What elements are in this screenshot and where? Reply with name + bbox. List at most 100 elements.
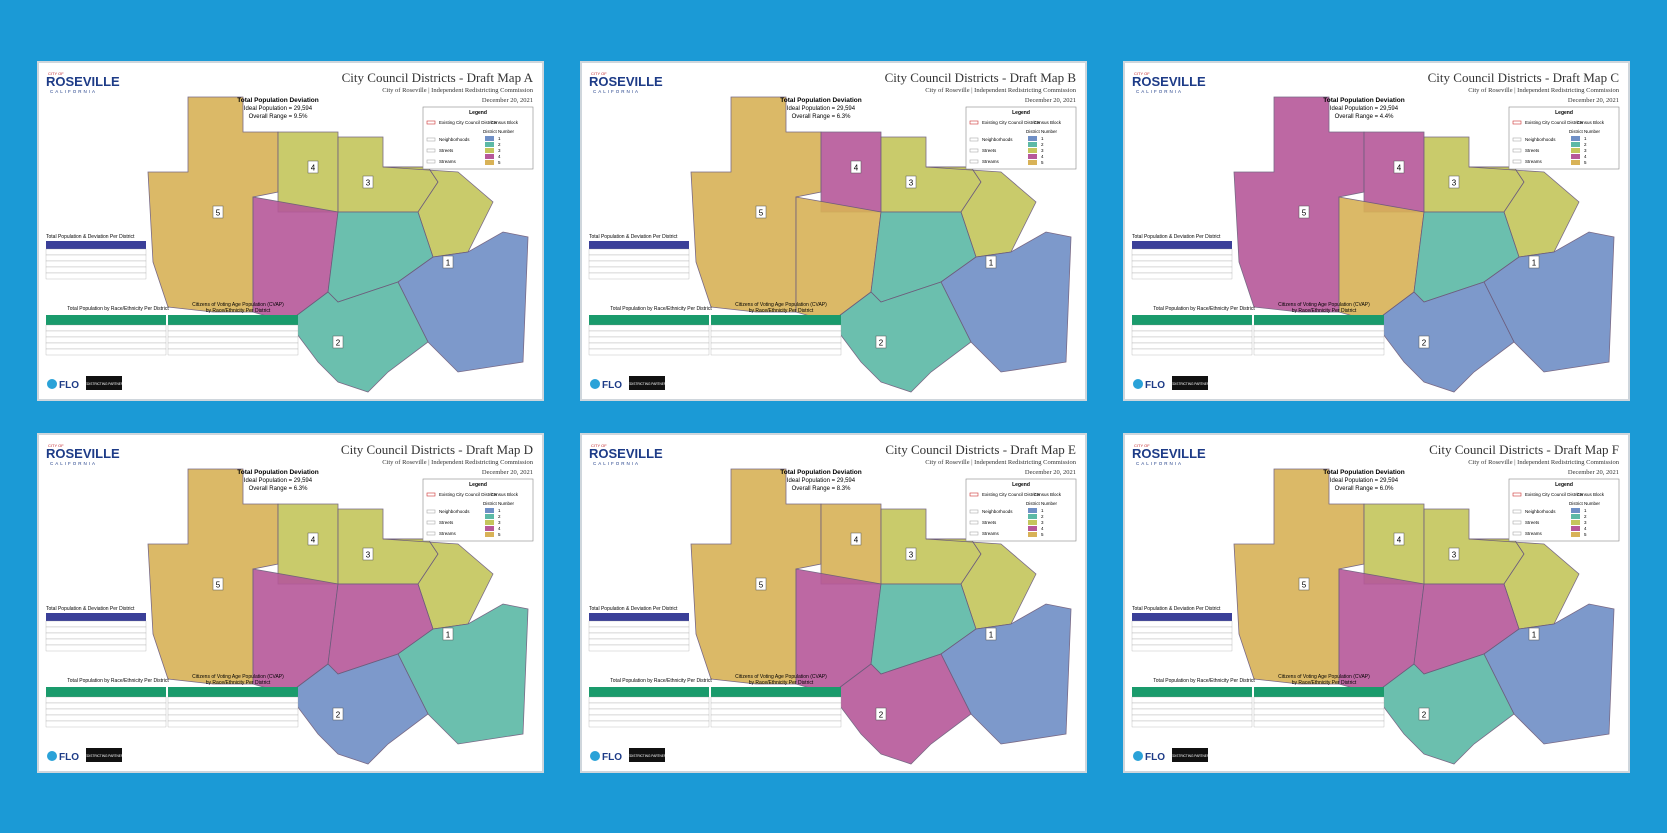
legend-swatch [1028, 160, 1037, 165]
legend-item: Existing City Council Districts [1525, 492, 1584, 497]
table-row [710, 708, 842, 716]
legend-swatch [485, 160, 494, 165]
logo: ROSEVILLE [589, 74, 663, 89]
table-header [1132, 315, 1252, 325]
table-row [45, 638, 147, 646]
district-number-box [1298, 577, 1310, 591]
partners-logo: REDISTRICTING PARTNERS [1169, 382, 1212, 386]
district-number-box [985, 627, 997, 641]
legend-item: Streams [982, 531, 1000, 536]
table-header [168, 687, 298, 697]
logo-top: CITY OF [1134, 71, 1150, 76]
legend-district-number: District Number [1569, 501, 1601, 506]
table-header [1254, 687, 1384, 697]
deviation-title: Total Population Deviation [780, 97, 862, 104]
deviation-title: Total Population Deviation [237, 97, 319, 104]
district-area [830, 653, 972, 765]
district-number-box [985, 255, 997, 269]
district-number-box [905, 175, 917, 189]
legend-census: Census Block [490, 120, 518, 125]
partners-logo: REDISTRICTING PARTNERS [1169, 754, 1212, 758]
district-number-box [1393, 160, 1405, 174]
legend-symbol [426, 137, 436, 142]
table-header [711, 315, 841, 325]
table-row [710, 696, 842, 704]
table-row [710, 348, 842, 356]
table-header [589, 613, 689, 621]
table-row [167, 324, 299, 332]
table-row [45, 336, 167, 344]
district-number: 3 [366, 179, 371, 188]
legend-swatch [485, 154, 494, 159]
district-number-box [362, 175, 374, 189]
table-row [588, 272, 690, 280]
legend-district: 2 [1584, 514, 1587, 519]
table-row [45, 348, 167, 356]
table-header [46, 241, 146, 249]
table-row [588, 696, 710, 704]
legend-item: Streams [982, 159, 1000, 164]
cvap-subtitle: by Race/Ethnicity Per District [749, 680, 814, 686]
legend-item: Existing City Council Districts [982, 120, 1041, 125]
district-area [1373, 653, 1515, 765]
table-row [1253, 720, 1385, 728]
table-row [167, 348, 299, 356]
district-number: 5 [1302, 581, 1307, 590]
district-area [287, 653, 429, 765]
cvap-subtitle: by Race/Ethnicity Per District [206, 680, 271, 686]
table-row [167, 708, 299, 716]
table-row [1253, 330, 1385, 338]
legend-title: Legend [469, 110, 487, 116]
cvap-subtitle: by Race/Ethnicity Per District [206, 308, 271, 314]
table-row [167, 696, 299, 704]
legend-item: Streets [439, 148, 454, 153]
district-number-box [850, 532, 862, 546]
legend-symbol [1512, 120, 1522, 125]
legend-district: 2 [498, 514, 501, 519]
legend-district-number: District Number [1026, 129, 1058, 134]
map-title: City Council Districts - Draft Map F [1429, 442, 1619, 457]
legend-symbol [1512, 159, 1522, 164]
table-row [1131, 702, 1253, 710]
legend-item: Neighborhoods [982, 509, 1013, 514]
legend-district: 3 [498, 520, 501, 525]
district-number-box [905, 547, 917, 561]
legend-swatch [1571, 532, 1580, 537]
district-number: 4 [1397, 536, 1402, 545]
legend-swatch [1028, 514, 1037, 519]
legend-item: Streams [1525, 159, 1543, 164]
table-row [1131, 266, 1233, 274]
legend-item: Existing City Council Districts [439, 492, 498, 497]
table-row [45, 324, 167, 332]
table-row [1131, 714, 1253, 722]
legend-district: 1 [498, 508, 501, 513]
table-row [588, 720, 710, 728]
cvap-title: Citizens of Voting Age Population (CVAP) [735, 674, 827, 680]
table-row [45, 330, 167, 338]
ideal-population: Ideal Population = 29,594 [1330, 478, 1399, 484]
table-title: Total Population & Deviation Per Distric… [1132, 234, 1221, 240]
district-number: 3 [909, 551, 914, 560]
flo-logo: FLO [1145, 752, 1165, 763]
legend-swatch [485, 532, 494, 537]
legend-swatch [1571, 142, 1580, 147]
map-subtitle: City of Roseville | Independent Redistri… [382, 87, 534, 94]
legend-census: Census Block [490, 492, 518, 497]
cvap-subtitle: by Race/Ethnicity Per District [1292, 308, 1357, 314]
table-title: Total Population & Deviation Per Distric… [46, 606, 135, 612]
legend-swatch [1028, 532, 1037, 537]
table-row [167, 330, 299, 338]
flo-logo: FLO [602, 380, 622, 391]
district-number-box [332, 335, 344, 349]
table-row [167, 342, 299, 350]
table-row [1253, 324, 1385, 332]
deviation-title: Total Population Deviation [237, 469, 319, 476]
district-number: 2 [879, 711, 884, 720]
table-row [710, 336, 842, 344]
legend-title: Legend [1555, 110, 1573, 116]
